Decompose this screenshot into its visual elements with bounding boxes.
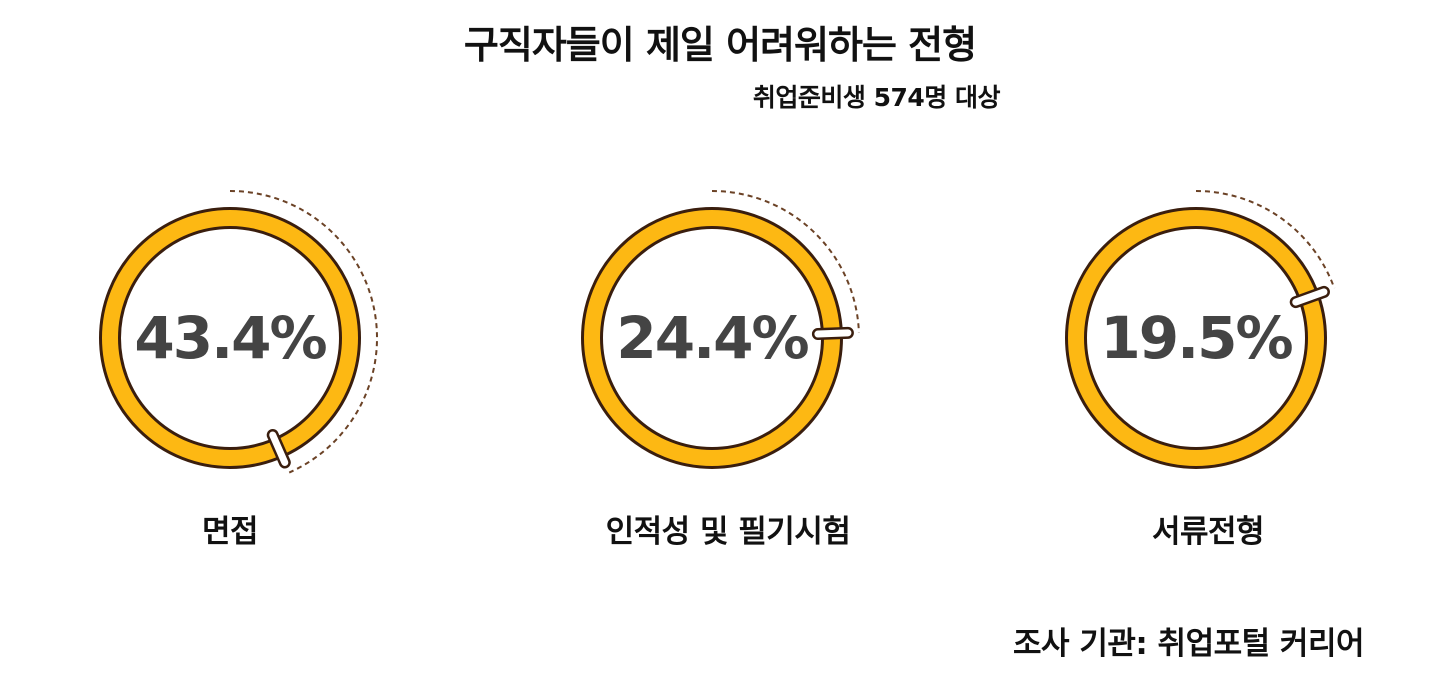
series-2-value-label: 24.4% xyxy=(616,304,808,372)
series-1-value-arc xyxy=(229,190,379,474)
series-1-value-label: 43.4% xyxy=(134,304,326,372)
category-label-aptitude-test: 인적성 및 필기시험 xyxy=(605,514,851,550)
category-label-document-screening: 서류전형 xyxy=(1151,514,1265,550)
series-2-marker xyxy=(814,329,852,338)
series-1-ring xyxy=(102,210,358,466)
series-3-ring xyxy=(1068,210,1324,466)
chart-title: 구직자들이 제일 어려워하는 전형 xyxy=(463,23,977,67)
series-3-value-arc xyxy=(1195,190,1336,289)
chart-subtitle: 취업준비생 574명 대상 xyxy=(752,83,1001,112)
category-label-interview: 면접 xyxy=(201,514,259,550)
series-3-value-label: 19.5% xyxy=(1100,304,1292,372)
series-2-value-arc xyxy=(711,190,860,333)
series-1-marker xyxy=(269,431,289,466)
source-note: 조사 기관: 취업포털 커리어 xyxy=(1013,626,1365,662)
series-3-marker xyxy=(1292,288,1328,306)
